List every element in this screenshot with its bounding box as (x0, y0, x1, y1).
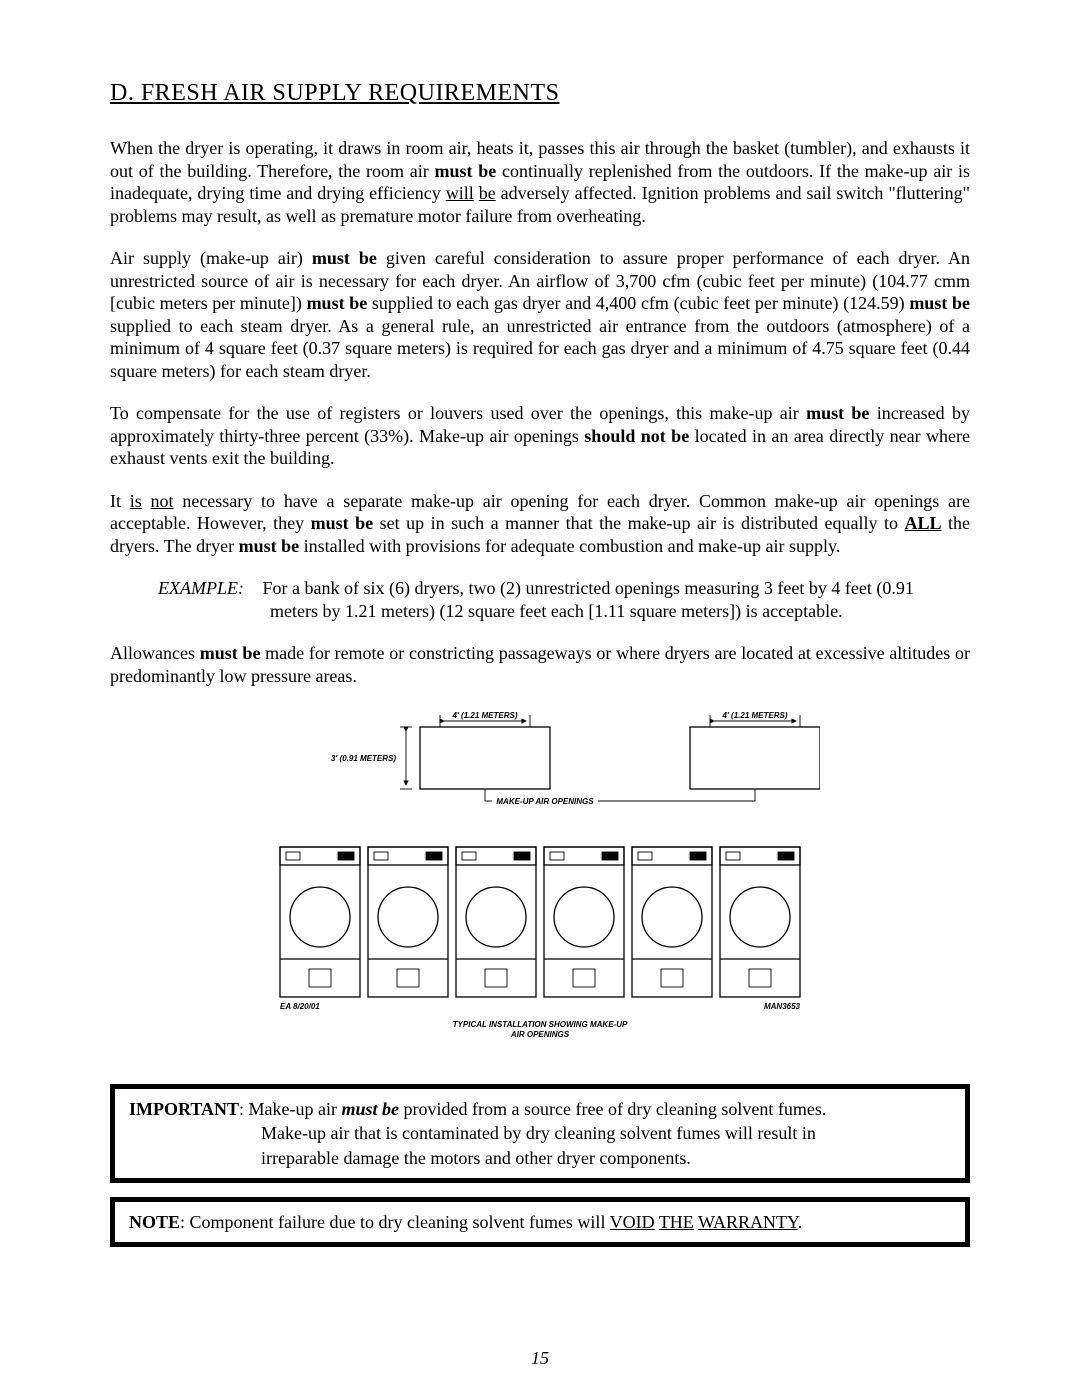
text (142, 491, 151, 511)
diagram-svg: 4' (1.21 METERS) 4' (1.21 METERS) 3' (0.91… (260, 707, 820, 1057)
text: : (239, 1099, 249, 1119)
example-block: EXAMPLE: For a bank of six (6) dryers, t… (158, 577, 970, 622)
note-callout: NOTE: Component failure due to dry clean… (110, 1197, 970, 1247)
underline-the: THE (659, 1212, 694, 1232)
section-heading: D. FRESH AIR SUPPLY REQUIREMENTS (110, 80, 970, 107)
underline-not: not (151, 491, 174, 511)
important-line-3: irreparable damage the motors and other … (261, 1146, 951, 1170)
paragraph-5: Allowances must be made for remote or co… (110, 642, 970, 687)
bold-must-be: must be (311, 513, 374, 533)
text: supplied to each gas dryer and 4,400 cfm… (367, 293, 909, 313)
svg-text:EA 8/20/01: EA 8/20/01 (280, 1002, 320, 1011)
bold-must-be: must be (806, 403, 869, 423)
underline-warranty: WARRANTY (698, 1212, 798, 1232)
underline-be: be (479, 183, 496, 203)
page-number: 15 (0, 1348, 1080, 1369)
bold-must-be: must be (435, 161, 497, 181)
bold-underline-all: ALL (904, 513, 941, 533)
bold-should-not-be: should not be (584, 426, 689, 446)
example-line-2: meters by 1.21 meters) (12 square feet e… (270, 600, 970, 623)
bold-must-be: must be (200, 643, 261, 663)
bold-must-be: must be (312, 248, 377, 268)
bold-must-be: must be (909, 293, 970, 313)
text: supplied to each steam dryer. As a gener… (110, 316, 970, 381)
paragraph-2: Air supply (make-up air) must be given c… (110, 247, 970, 382)
important-callout: IMPORTANT: Make-up air must be provided … (110, 1084, 970, 1183)
text: EXAMPLE (158, 578, 238, 598)
note-label: NOTE (129, 1212, 180, 1232)
document-page: D. FRESH AIR SUPPLY REQUIREMENTS When th… (0, 0, 1080, 1397)
paragraph-4: It is not necessary to have a separate m… (110, 490, 970, 558)
paragraph-1: When the dryer is operating, it draws in… (110, 137, 970, 227)
text: It (110, 491, 130, 511)
example-label: EXAMPLE: (158, 577, 258, 600)
text: . (798, 1212, 803, 1232)
underline-is: is (130, 491, 142, 511)
text: provided from a source free of dry clean… (399, 1099, 826, 1119)
important-label: IMPORTANT (129, 1099, 239, 1119)
svg-text:MAKE-UP AIR OPENINGS: MAKE-UP AIR OPENINGS (496, 797, 594, 806)
svg-text:AIR OPENINGS: AIR OPENINGS (510, 1030, 570, 1039)
text: Air supply (make-up air) (110, 248, 312, 268)
text: set up in such a manner that the make-up… (373, 513, 904, 533)
underline-will: will (446, 183, 474, 203)
svg-text:TYPICAL INSTALLATION SHOWING M: TYPICAL INSTALLATION SHOWING MAKE-UP (453, 1020, 628, 1029)
underline-void: VOID (610, 1212, 655, 1232)
text: Allowances (110, 643, 200, 663)
svg-text:4' (1.21 METERS): 4' (1.21 METERS) (721, 711, 787, 720)
bold-italic-must-be: must be (342, 1099, 400, 1119)
text: To compensate for the use of registers o… (110, 403, 806, 423)
text: Component failure due to dry cleaning so… (190, 1212, 610, 1232)
text: Make-up air (249, 1099, 342, 1119)
bold-must-be: must be (307, 293, 368, 313)
text: : (180, 1212, 190, 1232)
bold-must-be: must be (239, 536, 300, 556)
svg-text:MAN3653: MAN3653 (764, 1002, 801, 1011)
example-line-1: For a bank of six (6) dryers, two (2) un… (263, 578, 914, 598)
svg-text:4' (1.21 METERS): 4' (1.21 METERS) (451, 711, 517, 720)
text: installed with provisions for adequate c… (299, 536, 840, 556)
important-line-2: Make-up air that is contaminated by dry … (261, 1121, 951, 1145)
text: : (238, 578, 244, 598)
svg-text:3' (0.91 METERS): 3' (0.91 METERS) (331, 754, 396, 763)
installation-diagram: 4' (1.21 METERS) 4' (1.21 METERS) 3' (0.91… (110, 707, 970, 1062)
paragraph-3: To compensate for the use of registers o… (110, 402, 970, 470)
